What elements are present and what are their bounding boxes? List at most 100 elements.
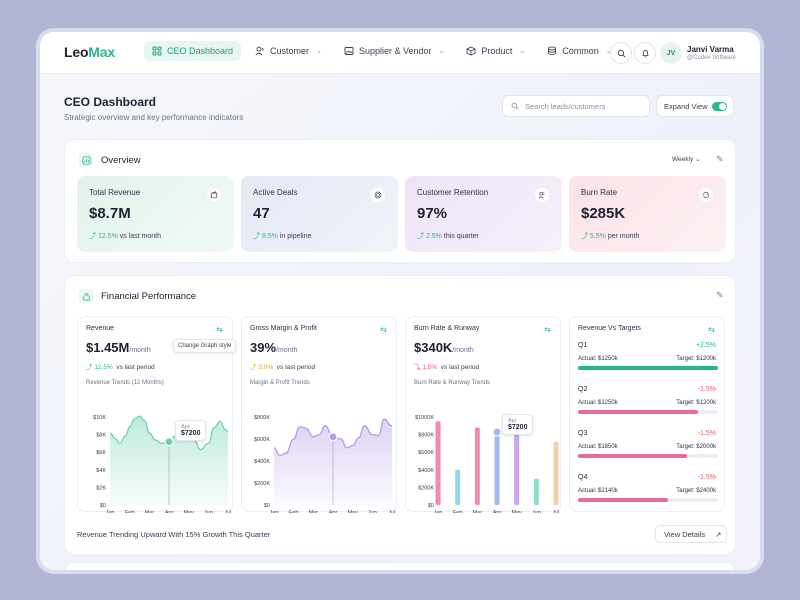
avatar[interactable]: JV [660, 42, 682, 64]
x-tick-label: Jun [532, 510, 541, 513]
kpi-burn-rate[interactable]: Burn Rate $285K ⤴ 5.5% per month [569, 176, 726, 252]
search-input[interactable] [525, 101, 635, 111]
progress-bar [578, 410, 718, 414]
card-value-number: 39% [250, 340, 277, 355]
card-change: ⤵ 1.5% vs last period [414, 361, 552, 371]
quarter-label: Q1 [578, 342, 588, 349]
y-tick-label: $1000K [415, 415, 434, 421]
x-tick-label: Jan [270, 510, 279, 513]
card-title: Gross Margin & Profit [250, 325, 317, 332]
nav-label: Supplier & Vendor [358, 46, 432, 56]
x-tick-label: Apr [165, 510, 174, 513]
revenue-trend-chart[interactable]: $0 $2K $4K $6K $8K $10K Jan Feb Mar Apr May Jun Jul [78, 403, 234, 513]
card-value-number: $340K [414, 340, 453, 355]
financial-footer-note: Revenue Trending Upward With 15% Growth … [77, 530, 271, 539]
nav-customer[interactable]: Customer ⌄ [247, 41, 330, 61]
burn-rate-chart[interactable]: $0 $200K $400K $600K $800K $1000K Jan Feb Mar Apr… [406, 403, 562, 513]
card-change: ⤴ 3.0% vs last period [250, 361, 388, 371]
period-select[interactable]: Weekly ⌄ [672, 155, 700, 163]
card-value: $1.45M/month [86, 340, 224, 355]
chevron-down-icon: ⌄ [316, 48, 322, 55]
x-tick-label: Feb [289, 510, 298, 513]
chart-subtitle: Margin & Profit Trends [250, 380, 310, 386]
chart-settings-icon[interactable]: ⇆ [708, 325, 715, 334]
kpi-change-value: 5.5% [589, 233, 606, 240]
nav-product[interactable]: Product ⌄ [458, 41, 533, 61]
y-tick-label: $10K [93, 415, 106, 421]
box-icon [466, 46, 476, 56]
x-tick-label: Jun [204, 510, 213, 513]
search-box[interactable] [502, 95, 650, 117]
nav-common[interactable]: Common ⌄ [539, 41, 619, 61]
pin-icon[interactable]: ✎ [716, 154, 724, 164]
x-tick-label: Jun [368, 510, 377, 513]
wallet-icon [206, 187, 222, 203]
chart-subtitle: Revenue Trends (12 Months) [86, 380, 164, 386]
trend-up-icon: ⤴ [417, 233, 424, 240]
tooltip-value: $7200 [508, 423, 528, 431]
target-row: Q4 -1.5% Actual: $2140k Target: $2400k [578, 474, 718, 508]
card-change-note: vs last period [276, 364, 316, 371]
money-bag-icon [79, 289, 93, 303]
search-icon [511, 102, 519, 110]
chart-settings-icon[interactable]: ⇆ [216, 325, 223, 334]
next-section-card [64, 562, 736, 570]
kpi-active-deals[interactable]: Active Deals 47 ⤴ 8.5% in pipeline [241, 176, 398, 252]
revenue-vs-targets-card: Revenue Vs Targets ⇆ Q1 +2.5% Actual: $125… [569, 316, 725, 512]
kpi-value: $8.7M [89, 205, 131, 222]
trend-up-icon: ⤴ [89, 233, 96, 240]
trend-up-icon: ⤴ [250, 364, 257, 371]
x-tick-label: May [511, 510, 522, 513]
chart-settings-icon[interactable]: ⇆ [380, 325, 387, 334]
variance-value: -1.5% [697, 474, 716, 481]
toggle-switch[interactable] [712, 102, 727, 111]
nav-label: Customer [270, 46, 310, 56]
x-tick-label: Feb [125, 510, 134, 513]
expand-view-toggle[interactable]: Expand View [656, 95, 734, 117]
kpi-change: ⤴ 8.5% in pipeline [253, 231, 386, 241]
target-row: Q2 -1.5% Actual: $1250k Target: $1200k [578, 386, 718, 420]
card-title: Burn Rate & Runway [414, 325, 480, 332]
actual-value: Actual: $1250k [578, 400, 618, 406]
y-tick-label: $800K [418, 433, 434, 439]
card-title: Revenue Vs Targets [578, 325, 641, 332]
variance-value: +2.5% [695, 342, 716, 349]
kpi-label: Burn Rate [581, 188, 618, 197]
arrow-up-right-icon: ↗ [715, 529, 722, 539]
nav-label: CEO Dashboard [167, 46, 234, 56]
value-tooltip: Apr $7200 [175, 419, 207, 441]
bar [553, 441, 559, 505]
x-tick-label: May [183, 510, 194, 513]
y-tick-label: $200K [418, 485, 434, 491]
kpi-total-revenue[interactable]: Total Revenue $8.7M ⤴ 12.5% vs last mont… [77, 176, 234, 252]
search-button[interactable] [610, 42, 632, 64]
image-icon [344, 47, 354, 55]
y-tick-label: $4K [96, 468, 106, 474]
pin-icon[interactable]: ✎ [716, 290, 724, 300]
card-change-value: 3.0% [258, 364, 274, 371]
view-details-button[interactable]: View Details ↗ [655, 525, 727, 543]
margin-trend-chart[interactable]: $0 $200K $400K $600K $800K Jan Feb Mar Apr May Jun… [242, 403, 398, 513]
y-tick-label: $6K [96, 450, 106, 456]
actual-value: Actual: $1850k [578, 444, 618, 450]
card-value-number: $1.45M [86, 340, 130, 355]
kpi-customer-retention[interactable]: Customer Retention 97% ⤴ 2.5% this quart… [405, 176, 562, 252]
change-graph-tooltip: Change Graph style [173, 339, 237, 353]
target-row: Q3 -1.5% Actual: $1850k Target: $2000k [578, 430, 718, 464]
nav-ceo-dashboard[interactable]: CEO Dashboard [144, 41, 242, 61]
app-logo[interactable]: LeoMax [64, 44, 115, 60]
bar [435, 421, 441, 505]
trend-up-icon: ⤴ [253, 233, 260, 240]
kpi-note: in pipeline [279, 233, 312, 240]
trend-up-icon: ⤴ [581, 233, 588, 240]
top-navbar: LeoMax CEO Dashboard Customer ⌄ Supplier … [40, 32, 760, 74]
search-icon [617, 49, 625, 57]
chart-settings-icon[interactable]: ⇆ [544, 325, 551, 334]
x-tick-label: Jul [552, 510, 559, 513]
notifications-button[interactable] [634, 42, 656, 64]
nav-supplier-vendor[interactable]: Supplier & Vendor ⌄ [336, 41, 452, 61]
card-change-value: 1.5% [422, 364, 438, 371]
app-window: LeoMax CEO Dashboard Customer ⌄ Supplier … [40, 32, 760, 570]
bar [455, 469, 461, 505]
x-tick-label: Apr [493, 510, 502, 513]
